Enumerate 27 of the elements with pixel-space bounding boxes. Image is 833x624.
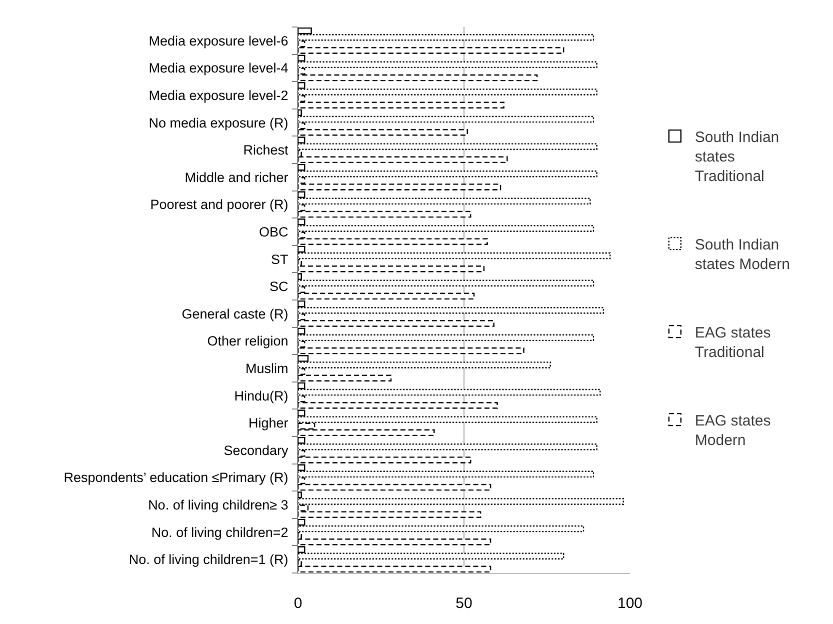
y-tick-label: OBC [259,224,289,240]
y-tick-label: Poorest and poorer (R) [150,197,288,212]
y-tick-label: Media exposure level-2 [148,88,288,103]
y-tick-label: Hindu(R) [234,388,288,404]
legend-label: EAG states Modern [694,412,771,449]
y-tick-label: Higher [248,416,289,431]
y-tick-label: Muslim [246,360,288,376]
y-tick-label: No media exposure (R) [148,115,288,130]
y-tick-label: SC [270,279,289,294]
y-tick-label: No. of living children≥ 3 [148,497,288,512]
y-tick-label: No. of living children=2 [151,524,288,540]
x-tick-label: 0 [294,595,302,612]
y-tick-label: General caste (R) [182,306,288,322]
y-tick-label: Media exposure level-6 [148,33,288,48]
legend-label: South Indian states Modern [694,236,790,273]
y-tick-label: Middle and richer [184,170,289,185]
y-tick-label: Secondary [224,442,289,458]
legend-label: South Indian states Traditional [694,128,780,185]
y-tick-label: Respondents’ education ≤Primary (R) [64,470,288,486]
y-tick-label: ST [271,252,288,267]
y-tick-label: Richest [243,142,289,158]
x-tick-label: 50 [456,595,472,612]
x-tick-label: 100 [617,595,643,612]
y-tick-label: No. of living children=1 (R) [128,552,288,568]
y-tick-label: Other religion [207,334,288,349]
y-tick-label: Media exposure level-4 [148,60,289,76]
legend-label: EAG states Traditional [694,324,771,361]
